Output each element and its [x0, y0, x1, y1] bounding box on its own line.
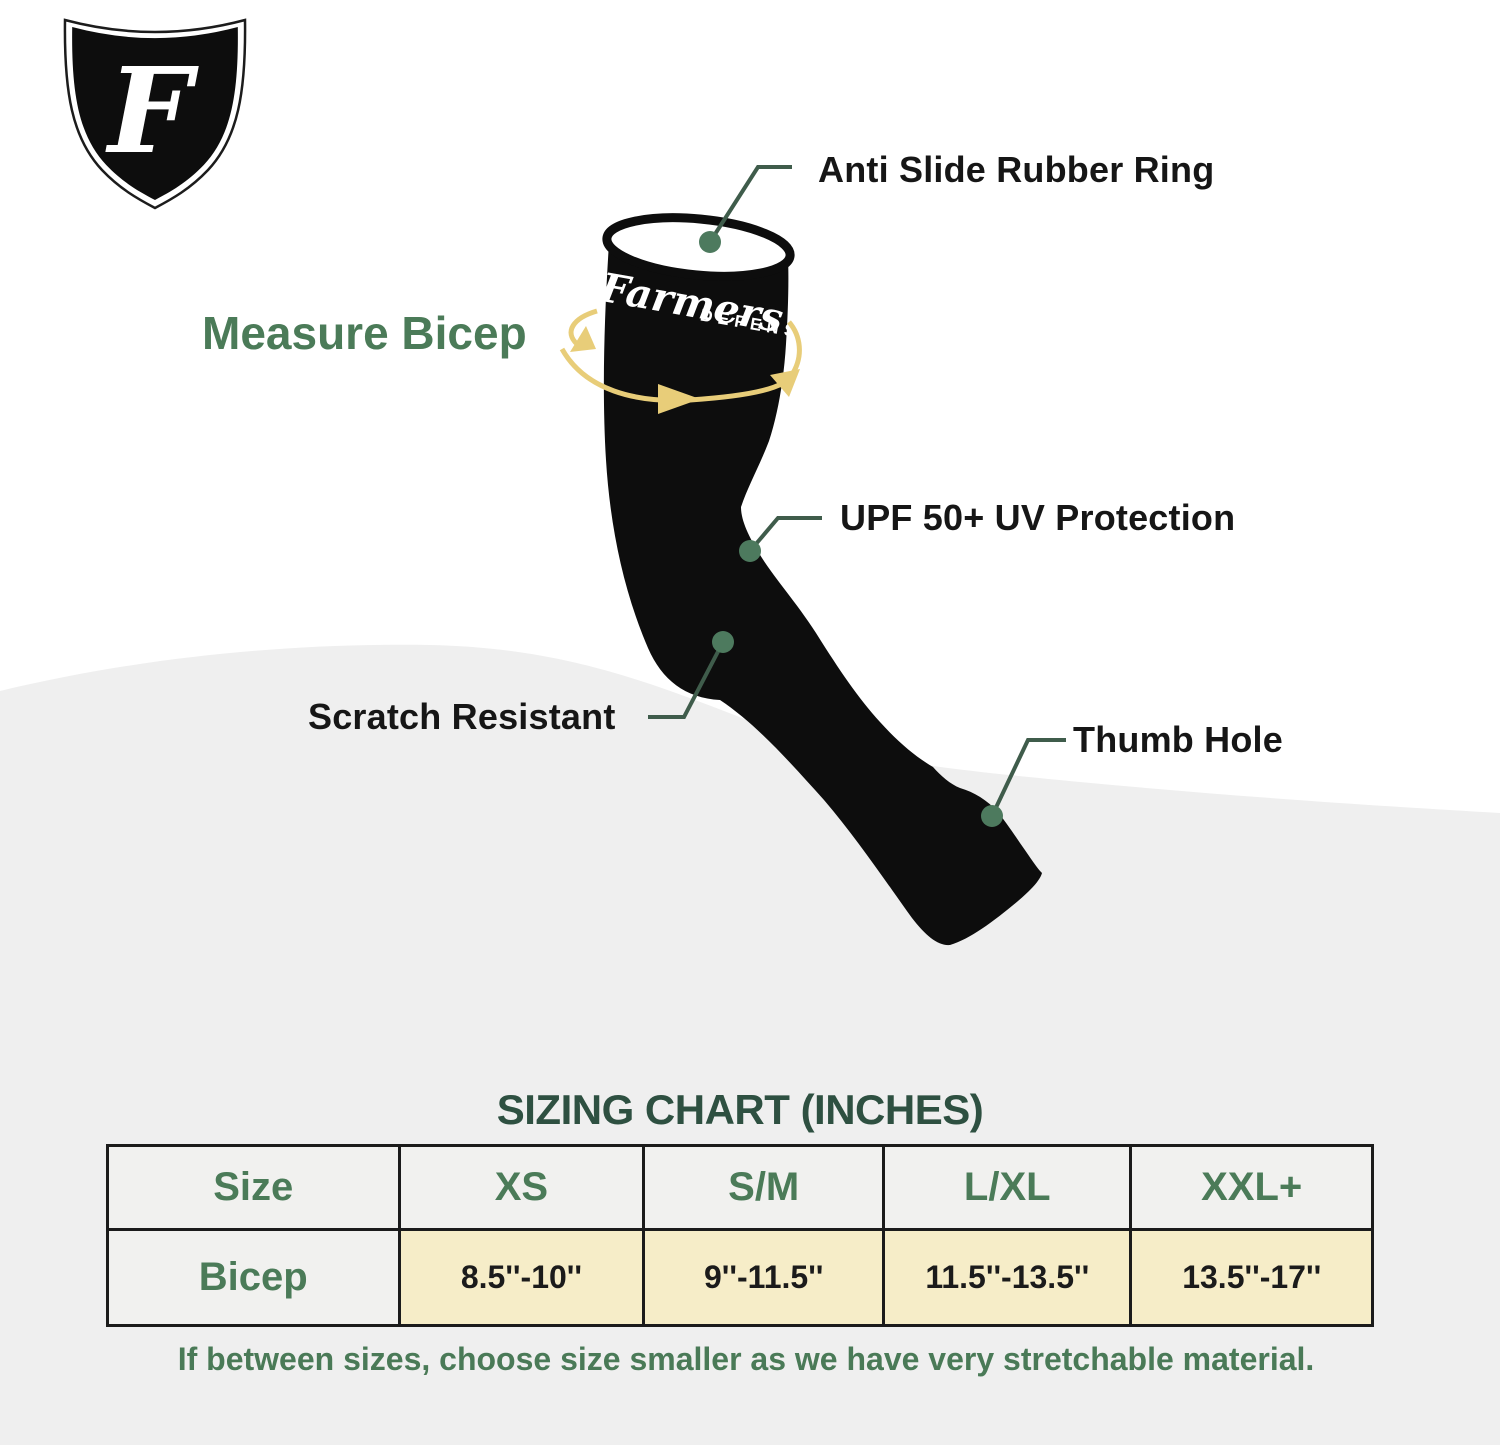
shield-body: [72, 27, 238, 201]
label-thumb-hole: Thumb Hole: [1073, 719, 1283, 760]
sizing-chart-table: Size XS S/M L/XL XXL+ Bicep 8.5''-10'' 9…: [106, 1144, 1374, 1327]
header-cell-lxl: L/XL: [885, 1147, 1133, 1229]
cuff-opening: [602, 213, 795, 281]
row-label-bicep: Bicep: [109, 1231, 401, 1324]
header-cell-size: Size: [109, 1147, 401, 1229]
sizing-note: If between sizes, choose size smaller as…: [177, 1341, 1315, 1377]
header-cell-xs: XS: [400, 1147, 646, 1229]
callout-dots: [699, 231, 1003, 827]
value-cell-lxl: 11.5''-13.5'': [885, 1231, 1133, 1324]
value-cell-xs: 8.5''-10'': [400, 1231, 646, 1324]
label-anti-slide-rubber-ring: Anti Slide Rubber Ring: [818, 149, 1215, 190]
callout-dot-upf: [739, 540, 761, 562]
arrowhead-center: [658, 384, 700, 414]
callout-dot-scratch: [712, 631, 734, 653]
callout-dot-anti-slide: [699, 231, 721, 253]
label-scratch-resistant: Scratch Resistant: [308, 696, 616, 737]
callout-line-thumb: [990, 738, 1066, 817]
value-cell-sm: 9''-11.5'': [645, 1231, 886, 1324]
sizing-chart-title: SIZING CHART (INCHES): [496, 1086, 984, 1133]
table-bicep-row: Bicep 8.5''-10'' 9''-11.5'' 11.5''-13.5'…: [109, 1228, 1371, 1324]
callout-dot-thumb: [981, 805, 1003, 827]
label-upf-protection: UPF 50+ UV Protection: [840, 497, 1236, 538]
measure-arc-right: [787, 320, 802, 375]
header-cell-sm: S/M: [645, 1147, 886, 1229]
measure-arc-left: [568, 308, 598, 346]
shield-letter: F: [105, 41, 199, 180]
callout-lines: [648, 165, 1066, 817]
table-header-row: Size XS S/M L/XL XXL+: [109, 1147, 1371, 1229]
value-cell-xxl: 13.5''-17'': [1132, 1231, 1371, 1324]
callout-line-scratch: [648, 641, 725, 719]
arrowhead-right: [770, 369, 800, 397]
arm-sleeve-silhouette: [603, 243, 1042, 946]
brand-shield-logo: F: [63, 18, 247, 210]
label-measure-bicep: Measure Bicep: [202, 307, 527, 359]
callout-line-upf: [748, 516, 822, 553]
measure-arrowheads: [570, 326, 800, 414]
header-cell-xxl: XXL+: [1132, 1147, 1371, 1229]
arrowhead-left: [570, 326, 596, 352]
callout-line-anti-slide: [708, 165, 792, 244]
